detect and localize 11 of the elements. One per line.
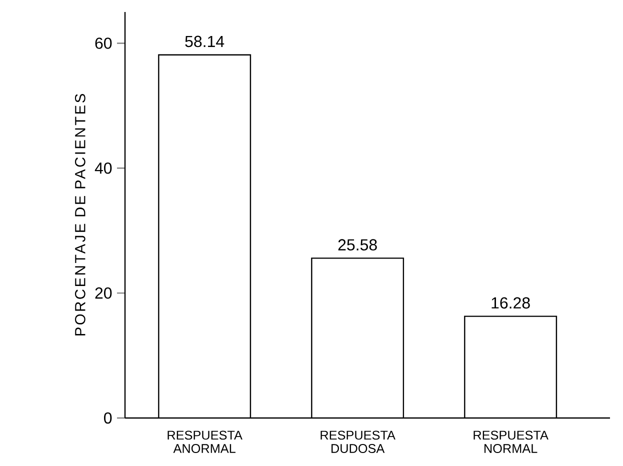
y-tick-label: 0: [104, 412, 112, 424]
x-tick-label: RESPUESTA DUDOSA: [320, 430, 396, 453]
data-label: 16.28: [492, 297, 530, 309]
y-tick-label: 60: [95, 38, 112, 49]
x-tick-label: RESPUESTA ANORMAL: [168, 430, 242, 453]
y-axis-title: PORCENTAJE DE PACIENTES: [74, 94, 86, 336]
data-label: 58.14: [185, 36, 224, 48]
data-label: 25.58: [338, 239, 377, 250]
y-tick-label: 40: [94, 162, 112, 174]
x-tick-label: RESPUESTA NORMAL: [474, 430, 548, 453]
y-tick-label: 20: [95, 287, 112, 299]
